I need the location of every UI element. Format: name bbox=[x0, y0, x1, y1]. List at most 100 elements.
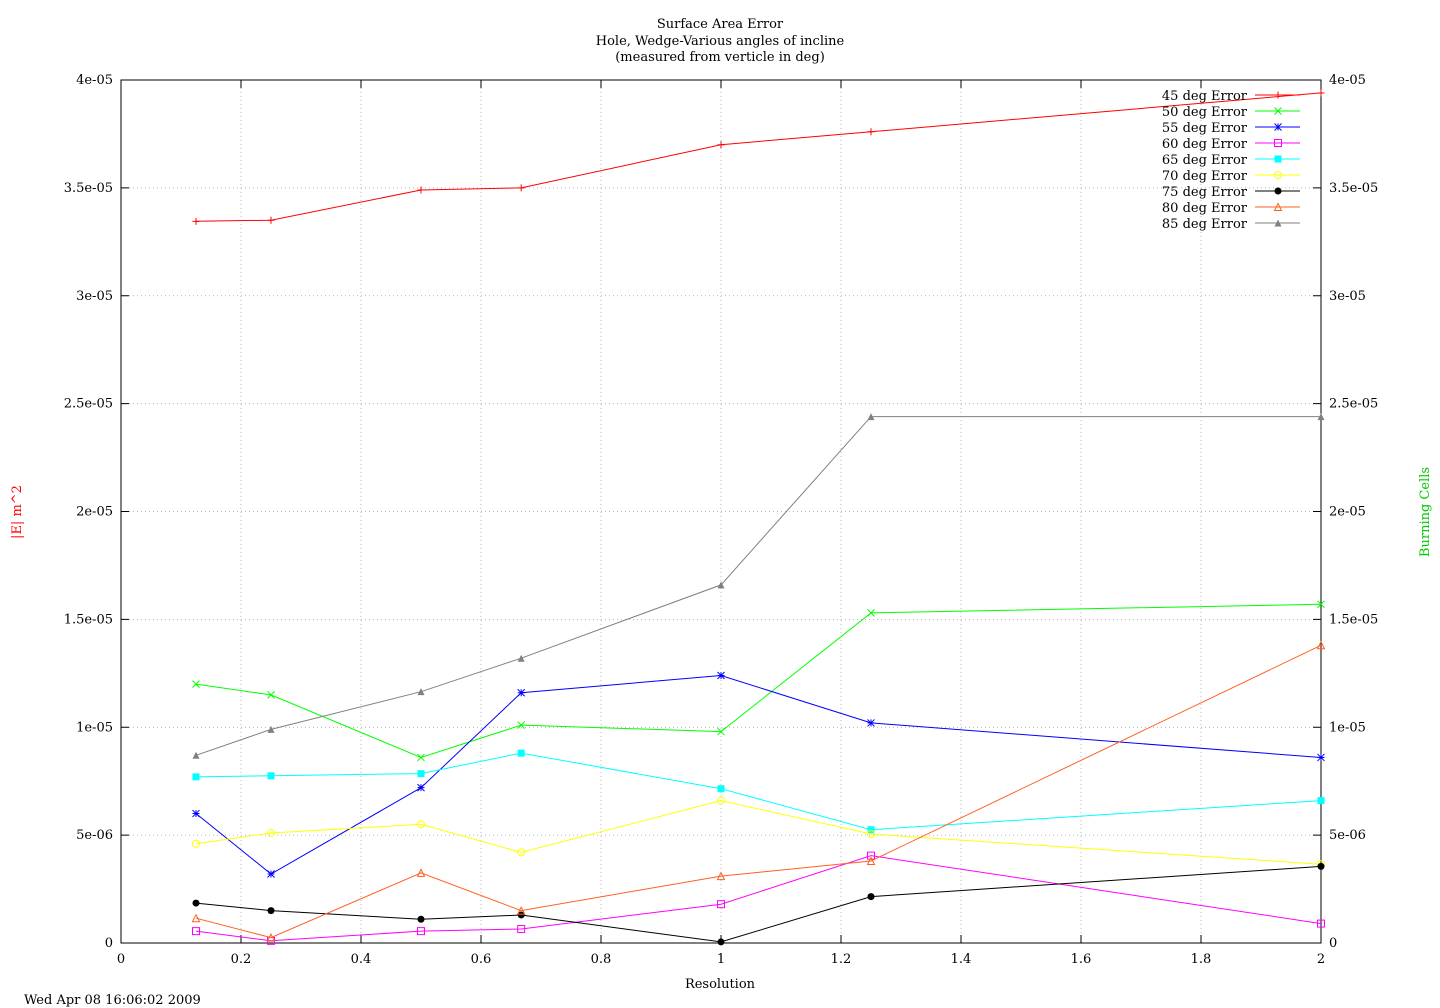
data-point-55-deg-error bbox=[517, 688, 526, 697]
y-tick-label-left: 0 bbox=[105, 936, 113, 951]
data-point-45-deg-error bbox=[717, 141, 725, 149]
data-point-80-deg-error bbox=[866, 856, 876, 866]
legend-swatch-marker bbox=[1274, 91, 1282, 99]
legend-swatch-marker bbox=[1274, 107, 1282, 115]
legend-swatch-marker bbox=[1274, 187, 1282, 195]
data-point-50-deg-error bbox=[867, 609, 875, 617]
y-tick-label-left: 5e-06 bbox=[76, 828, 113, 843]
y-tick-label-left: 4e-05 bbox=[76, 73, 113, 88]
x-tick-label: 1 bbox=[717, 952, 725, 967]
legend-item: 60 deg Error bbox=[1162, 137, 1300, 152]
y-tick-label-left: 1.5e-05 bbox=[64, 612, 113, 627]
data-point-80-deg-error bbox=[191, 913, 201, 923]
legend-label: 85 deg Error bbox=[1162, 217, 1248, 232]
series-45-deg-error bbox=[192, 89, 1325, 225]
legend-swatch-marker bbox=[1274, 219, 1282, 227]
legend-label: 70 deg Error bbox=[1162, 169, 1248, 184]
data-point-75-deg-error bbox=[867, 893, 875, 901]
series-75-deg-error bbox=[192, 862, 1325, 946]
data-point-55-deg-error bbox=[1317, 753, 1325, 762]
data-point-45-deg-error bbox=[1317, 89, 1325, 97]
data-point-85-deg-error bbox=[717, 581, 725, 589]
y-tick-label-right: 1.5e-05 bbox=[1329, 612, 1378, 627]
data-point-85-deg-error bbox=[267, 725, 275, 733]
series-line-60-deg-error bbox=[195, 855, 1322, 942]
data-point-65-deg-error bbox=[1317, 797, 1325, 805]
data-point-50-deg-error bbox=[192, 680, 200, 688]
series-line-70-deg-error bbox=[195, 800, 1322, 865]
data-point-75-deg-error bbox=[417, 915, 425, 923]
series-line-80-deg-error bbox=[195, 644, 1322, 939]
axis-ticks: 0 0.2 0.4 0.6 0.8 1 1.2 1.4 1.6 1.8 20 05e-06 5e-061… bbox=[64, 73, 1379, 967]
legend-item: 65 deg Error bbox=[1162, 153, 1300, 168]
legend-label: 45 deg Error bbox=[1162, 89, 1248, 104]
series-line-65-deg-error bbox=[195, 752, 1322, 831]
data-point-50-deg-error bbox=[717, 727, 725, 736]
series-group bbox=[191, 89, 1326, 946]
series-85-deg-error bbox=[192, 413, 1325, 759]
legend-swatch-marker bbox=[1274, 155, 1282, 163]
y-tick-label-right: 3.5e-05 bbox=[1329, 181, 1378, 196]
legend-label: 80 deg Error bbox=[1162, 201, 1248, 216]
y-tick-label-right: 5e-06 bbox=[1329, 828, 1366, 843]
series-80-deg-error bbox=[191, 640, 1326, 942]
data-point-60-deg-error bbox=[1317, 919, 1325, 928]
data-point-65-deg-error bbox=[417, 770, 425, 778]
x-tick-label: 1.4 bbox=[951, 952, 972, 967]
legend-swatch-marker bbox=[1274, 171, 1282, 179]
legend-item: 50 deg Error bbox=[1162, 105, 1300, 120]
data-point-45-deg-error bbox=[417, 186, 425, 194]
x-axis-label: Resolution bbox=[685, 977, 756, 992]
data-point-65-deg-error bbox=[517, 749, 525, 757]
data-point-65-deg-error bbox=[192, 773, 200, 781]
data-point-50-deg-error bbox=[417, 753, 425, 762]
data-point-65-deg-error bbox=[717, 785, 725, 793]
data-point-60-deg-error bbox=[192, 927, 200, 936]
data-point-70-deg-error bbox=[192, 839, 200, 848]
data-point-75-deg-error bbox=[517, 911, 525, 919]
legend-swatch-marker bbox=[1274, 139, 1282, 147]
y-tick-label-right: 2e-05 bbox=[1329, 505, 1366, 520]
series-70-deg-error bbox=[192, 796, 1325, 869]
data-point-50-deg-error bbox=[517, 721, 526, 729]
data-point-85-deg-error bbox=[192, 751, 200, 759]
y-tick-label-right: 1e-05 bbox=[1329, 720, 1366, 735]
chart-title: Surface Area Error bbox=[657, 17, 784, 32]
series-line-45-deg-error bbox=[195, 92, 1322, 222]
legend-item: 55 deg Error bbox=[1162, 121, 1300, 136]
data-point-65-deg-error bbox=[267, 772, 275, 780]
data-point-50-deg-error bbox=[267, 691, 275, 699]
legend-item: 75 deg Error bbox=[1162, 185, 1300, 200]
chart-subtitle: Hole, Wedge-Various angles of incline bbox=[596, 34, 845, 49]
data-point-75-deg-error bbox=[717, 938, 725, 946]
data-point-60-deg-error bbox=[867, 851, 875, 860]
x-tick-label: 0.8 bbox=[591, 952, 612, 967]
legend-label: 50 deg Error bbox=[1162, 105, 1248, 120]
y-tick-label-right: 2.5e-05 bbox=[1329, 397, 1378, 412]
y-tick-label-left: 1e-05 bbox=[76, 720, 113, 735]
data-point-45-deg-error bbox=[192, 217, 200, 225]
legend-swatch-marker bbox=[1273, 202, 1283, 211]
y-axis-label-left: |E| m^2 bbox=[10, 485, 25, 539]
legend-label: 60 deg Error bbox=[1162, 137, 1248, 152]
y-tick-label-left: 2e-05 bbox=[76, 505, 113, 520]
legend-label: 75 deg Error bbox=[1162, 185, 1248, 200]
series-65-deg-error bbox=[192, 749, 1325, 834]
data-point-70-deg-error bbox=[717, 796, 725, 805]
data-point-70-deg-error bbox=[867, 830, 875, 839]
data-point-50-deg-error bbox=[1317, 600, 1325, 609]
x-tick-label: 0.6 bbox=[471, 952, 492, 967]
data-point-45-deg-error bbox=[867, 128, 875, 136]
data-point-60-deg-error bbox=[417, 927, 425, 936]
timestamp: Wed Apr 08 16:06:02 2009 bbox=[24, 993, 201, 1008]
grid-lines bbox=[121, 80, 1321, 943]
data-point-75-deg-error bbox=[1317, 862, 1325, 870]
y-tick-label-right: 3e-05 bbox=[1329, 289, 1366, 304]
x-tick-label: 2 bbox=[1317, 952, 1325, 967]
data-point-45-deg-error bbox=[267, 216, 275, 224]
legend-item: 80 deg Error bbox=[1162, 201, 1300, 216]
legend-item: 85 deg Error bbox=[1162, 217, 1300, 232]
data-point-80-deg-error bbox=[516, 906, 526, 915]
data-point-80-deg-error bbox=[416, 868, 426, 877]
